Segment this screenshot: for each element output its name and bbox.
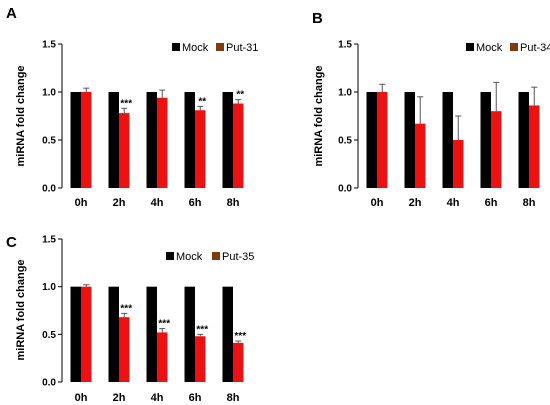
y-axis-title: miRNA fold change [15,65,27,166]
panel-label: B [312,10,323,27]
bar-mock [184,92,195,188]
y-tick-label: 1.0 [42,88,56,99]
legend-swatch-mock [466,43,474,51]
x-tick-label: 0h [75,392,88,404]
legend-swatch-mock [172,43,180,51]
bar-treatment [233,103,244,188]
bar-treatment [157,332,168,382]
x-tick-label: 8h [227,392,240,404]
legend-label-treatment: Put-31 [226,42,258,54]
y-tick-label: 1.0 [338,88,352,99]
y-tick-label: 0.5 [42,330,56,341]
bar-treatment [377,92,388,188]
legend-label-mock: Mock [476,42,503,54]
legend: Mock Put-31 [172,42,258,54]
legend-label-mock: Mock [176,251,203,263]
x-tick-label: 4h [151,197,164,209]
y-tick-label: 1.5 [42,235,56,246]
bar-treatment [195,110,206,188]
bar-treatment [529,105,540,188]
legend-swatch-mock [166,252,174,260]
y-axis-title: miRNA fold change [313,65,325,166]
x-tick-label: 0h [75,197,88,209]
x-tick-label: 6h [189,197,202,209]
y-tick-label: 1.5 [42,40,56,51]
bar-treatment [453,140,464,188]
y-tick-label: 0.0 [42,378,56,389]
legend-swatch-treatment [216,43,224,51]
x-tick-label: 8h [227,197,240,209]
bar-mock [480,92,491,188]
x-tick-label: 8h [523,197,536,209]
legend: Mock Put-35 [166,251,254,263]
x-tick-label: 2h [409,197,422,209]
x-tick-label: 4h [447,197,460,209]
significance-label: *** [196,324,208,335]
y-tick-label: 1.5 [338,40,352,51]
y-tick-label: 0.0 [338,184,352,195]
legend-swatch-treatment [510,43,518,51]
bar-mock [146,92,157,188]
significance-label: *** [234,331,246,342]
x-tick-label: 6h [485,197,498,209]
bar-mock [70,92,81,188]
bar-mock [184,286,195,382]
significance-label: *** [158,319,170,330]
legend-label-treatment: Put-34 [520,42,550,54]
bar-mock [222,92,233,188]
bar-mock [108,286,119,382]
bar-treatment [119,113,130,188]
bar-treatment [157,97,168,188]
significance-label: *** [120,98,132,109]
y-tick-label: 0.5 [338,136,352,147]
bar-mock [146,286,157,382]
bar-treatment [233,342,244,382]
legend-label-mock: Mock [182,42,209,54]
y-tick-label: 0.0 [42,184,56,195]
bar-mock [70,286,81,382]
significance-label: *** [120,303,132,314]
bar-mock [222,286,233,382]
bar-treatment [195,336,206,382]
significance-label: ** [236,90,244,101]
bar-treatment [81,92,92,188]
bar-mock [108,92,119,188]
y-tick-label: 0.5 [42,136,56,147]
legend-swatch-treatment [212,252,220,260]
panel-label: C [6,234,17,251]
y-tick-label: 1.0 [42,282,56,293]
bar-treatment [119,317,130,382]
bar-treatment [491,111,502,188]
panel-label: A [6,5,17,22]
legend-label-treatment: Put-35 [222,251,254,263]
bar-mock [442,92,453,188]
bar-mock [366,92,377,188]
x-tick-label: 2h [113,197,126,209]
bar-treatment [415,123,426,188]
x-tick-label: 6h [189,392,202,404]
bar-mock [518,92,529,188]
significance-label: ** [198,96,206,107]
y-axis-title: miRNA fold change [15,259,27,360]
x-tick-label: 2h [113,392,126,404]
bar-mock [404,92,415,188]
x-tick-label: 4h [151,392,164,404]
legend: Mock Put-34 [466,42,550,54]
x-tick-label: 0h [371,197,384,209]
bar-treatment [81,286,92,382]
